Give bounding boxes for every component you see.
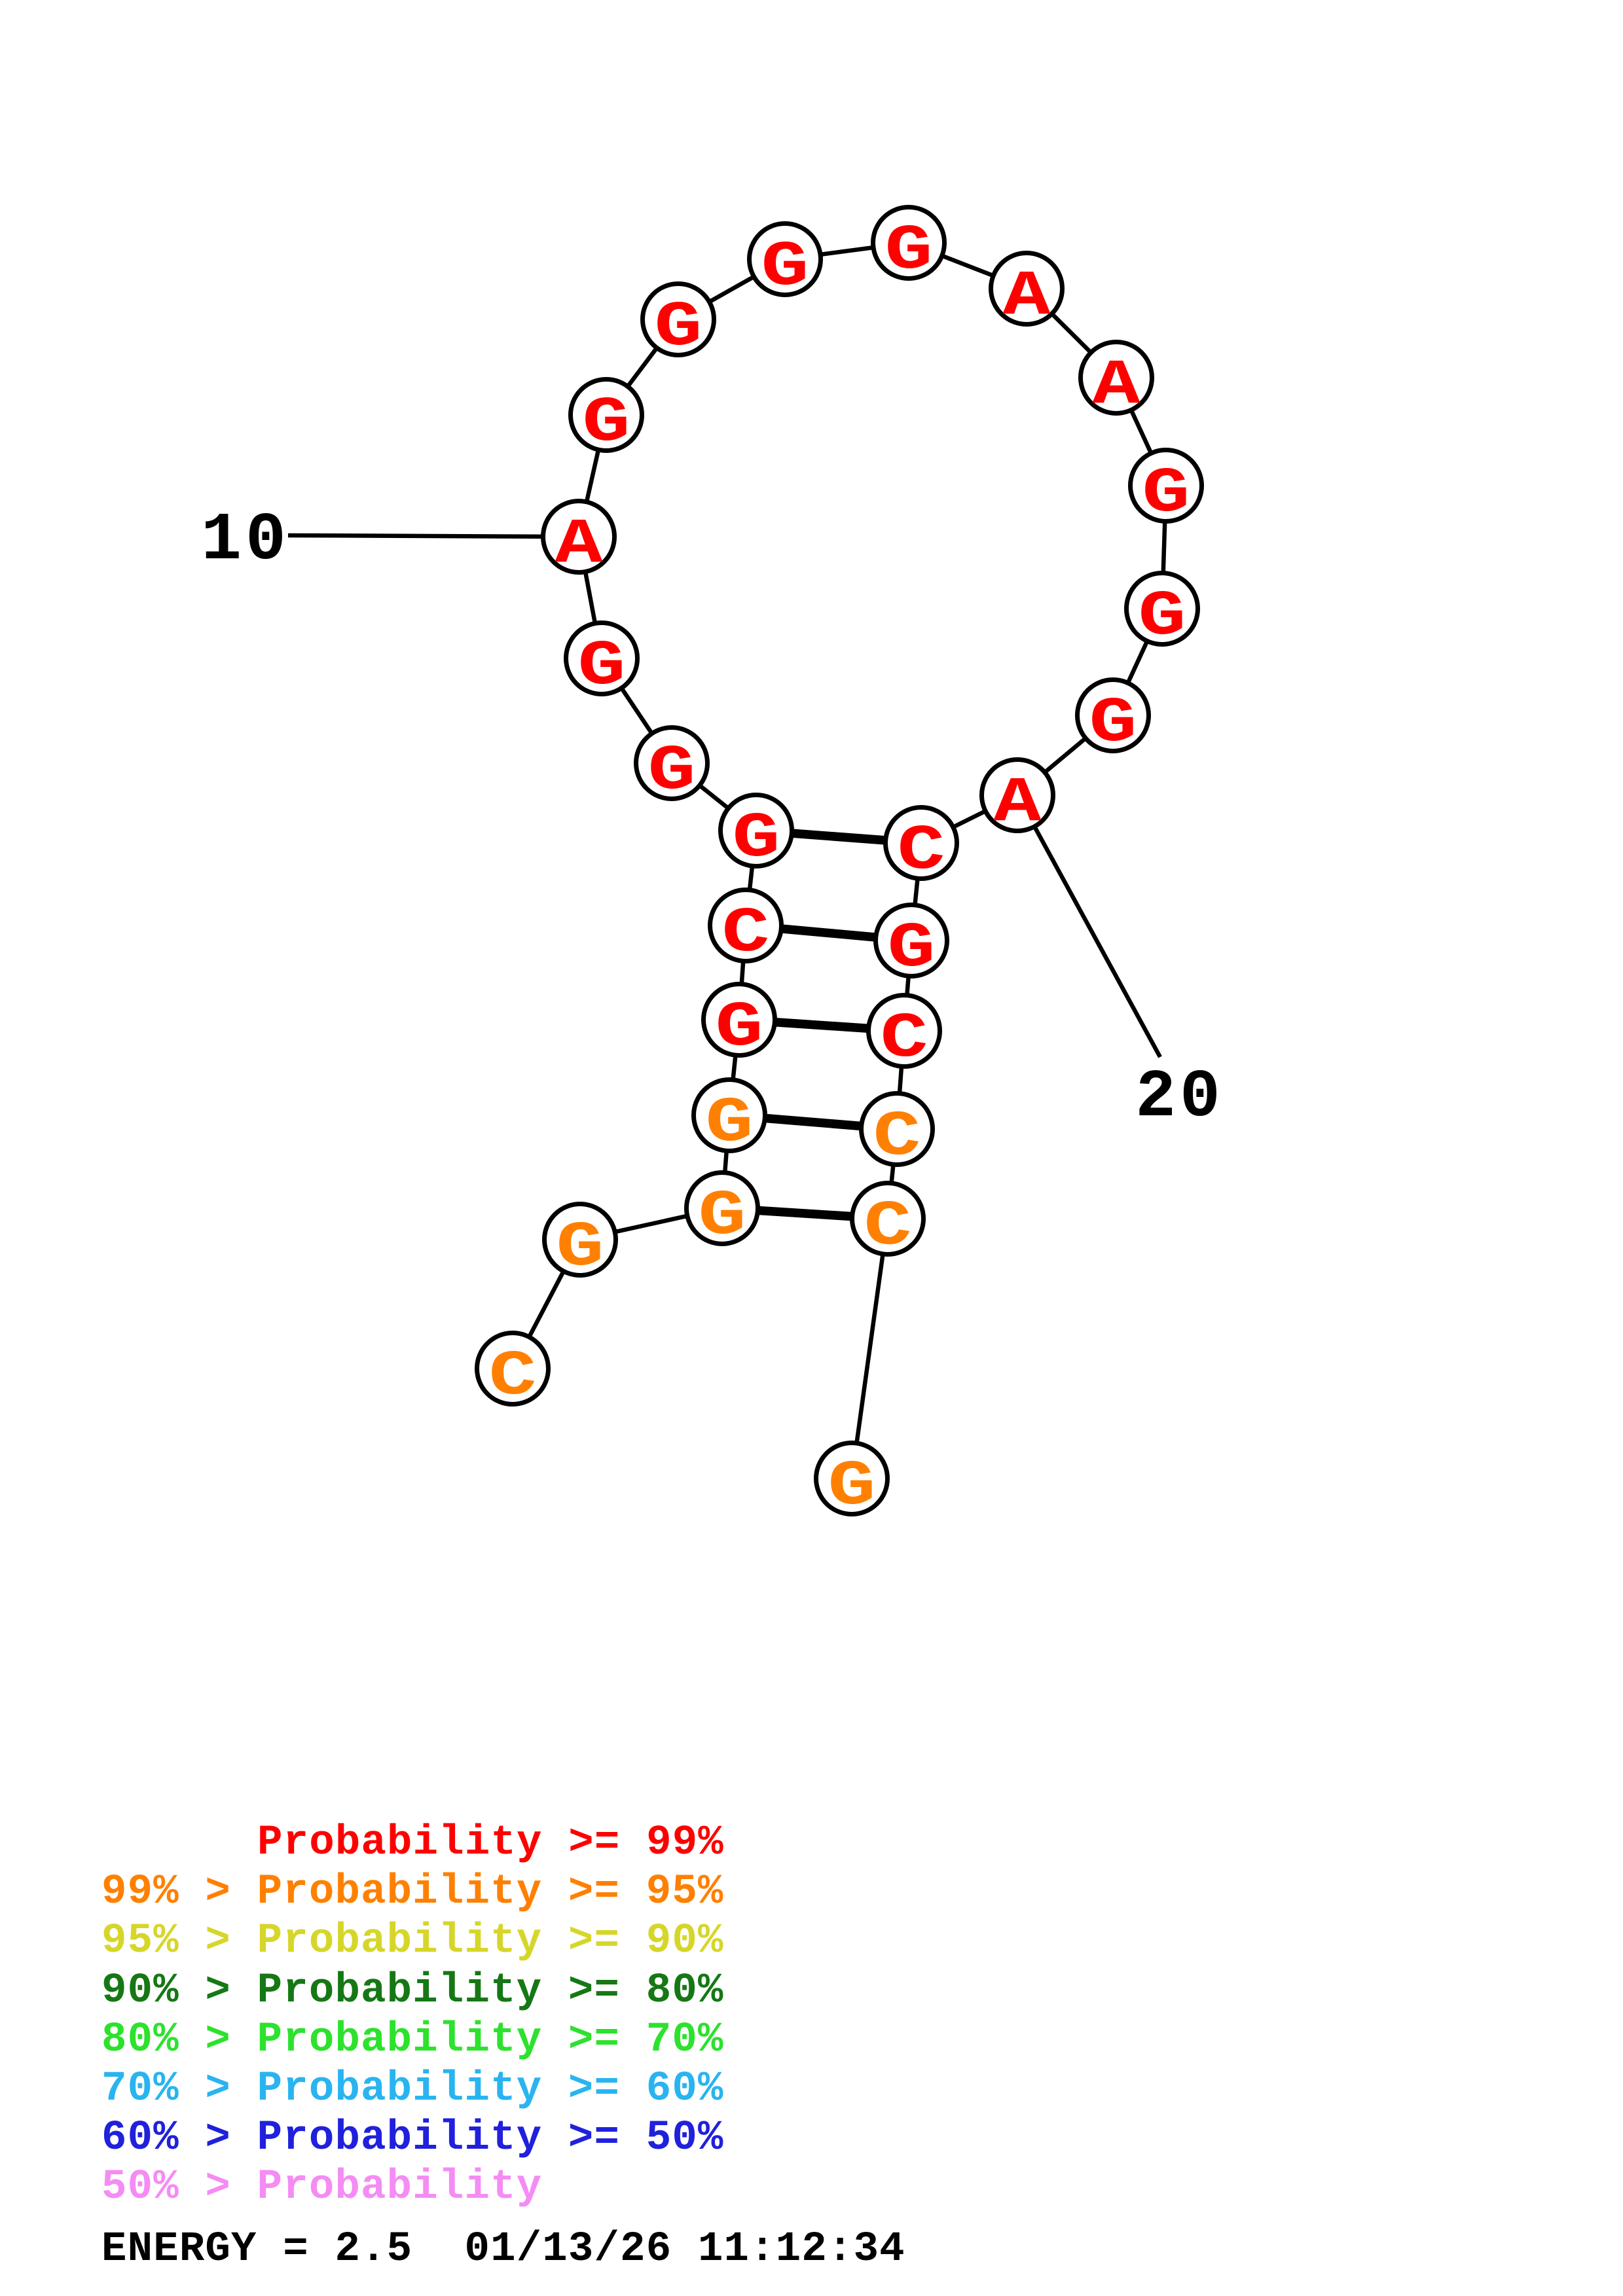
svg-text:G: G bbox=[1142, 458, 1190, 530]
svg-text:G: G bbox=[655, 292, 702, 364]
svg-text:G: G bbox=[828, 1451, 876, 1523]
svg-text:C: C bbox=[873, 1102, 921, 1174]
svg-text:A: A bbox=[555, 509, 604, 581]
svg-text:60% > Probability >= 50%: 60% > Probability >= 50% bbox=[101, 2115, 724, 2162]
svg-text:20: 20 bbox=[1135, 1059, 1224, 1136]
svg-text:ENERGY = 2.5 01/13/26 11:12:3: ENERGY = 2.5 01/13/26 11:12:34 bbox=[101, 2226, 905, 2273]
svg-text:50% > Probability: 50% > Probability bbox=[101, 2164, 542, 2211]
svg-text:G: G bbox=[885, 215, 933, 287]
svg-text:G: G bbox=[578, 631, 626, 703]
svg-text:C: C bbox=[898, 816, 945, 888]
svg-text:A: A bbox=[994, 768, 1042, 840]
svg-text:C: C bbox=[722, 898, 770, 970]
svg-text:90% > Probability >= 80%: 90% > Probability >= 80% bbox=[101, 1967, 724, 2015]
svg-text:G: G bbox=[761, 232, 809, 304]
svg-text:70% > Probability >= 60%: 70% > Probability >= 60% bbox=[101, 2066, 724, 2113]
svg-text:G: G bbox=[733, 803, 780, 875]
svg-text:C: C bbox=[489, 1341, 537, 1413]
svg-text:99% > Probability >= 95%: 99% > Probability >= 95% bbox=[101, 1869, 724, 1916]
svg-text:G: G bbox=[716, 992, 763, 1064]
svg-text:G: G bbox=[556, 1212, 604, 1284]
svg-text:10: 10 bbox=[201, 502, 290, 579]
svg-text:G: G bbox=[1139, 581, 1186, 653]
svg-text:G: G bbox=[583, 387, 630, 459]
svg-text:C: C bbox=[864, 1191, 912, 1263]
svg-text:G: G bbox=[888, 913, 936, 985]
svg-text:G: G bbox=[699, 1181, 746, 1253]
svg-text:80% > Probability >= 70%: 80% > Probability >= 70% bbox=[101, 2017, 724, 2064]
svg-text:G: G bbox=[706, 1088, 754, 1160]
svg-text:C: C bbox=[881, 1003, 928, 1075]
svg-text:G: G bbox=[648, 736, 696, 808]
svg-text:Probability >= 99%: Probability >= 99% bbox=[257, 1820, 724, 1867]
svg-text:A: A bbox=[1003, 261, 1051, 333]
svg-text:A: A bbox=[1093, 350, 1141, 422]
svg-text:95% > Probability >= 90%: 95% > Probability >= 90% bbox=[101, 1918, 724, 1965]
svg-text:G: G bbox=[1089, 688, 1137, 760]
